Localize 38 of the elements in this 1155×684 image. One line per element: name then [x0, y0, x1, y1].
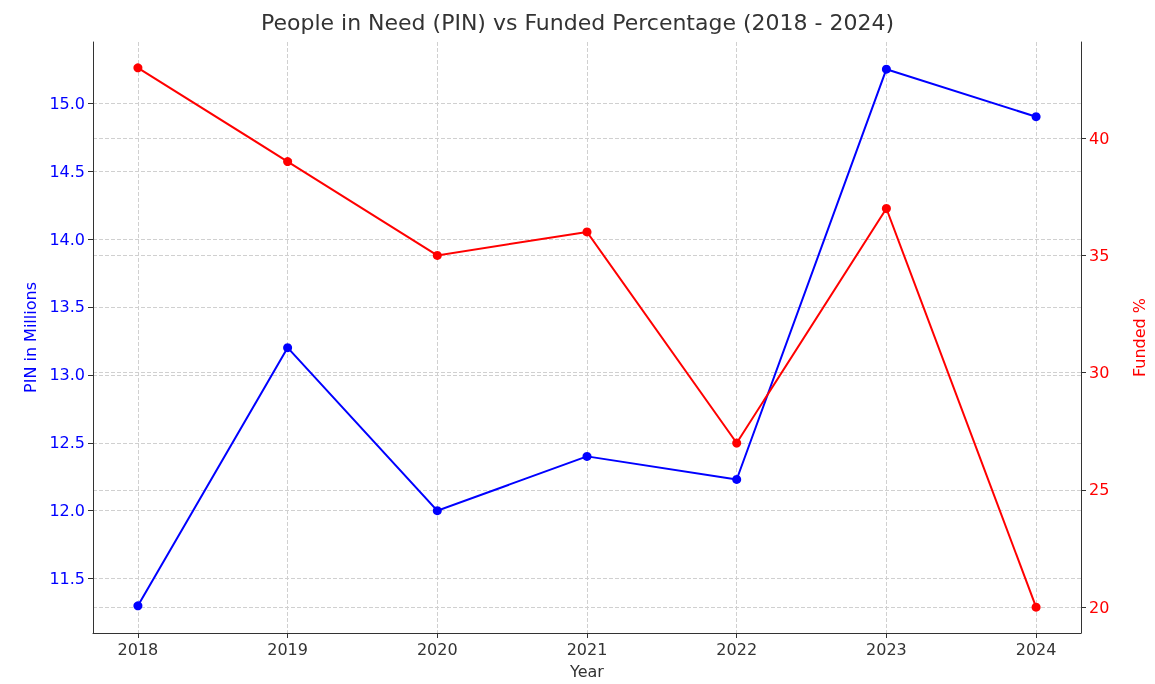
y-tick-label: 13.5 [49, 297, 85, 317]
point [133, 601, 143, 611]
y-tick-label: 13.0 [49, 365, 85, 385]
point [582, 227, 592, 237]
y2-tick-label: 20 [1089, 597, 1110, 617]
point [283, 157, 293, 167]
y-axis-title: PIN in Millions [20, 282, 40, 393]
point [1031, 602, 1041, 612]
point [881, 204, 891, 214]
x-tick-label: 2018 [117, 639, 159, 659]
y-tick-label: 15.0 [49, 93, 85, 113]
y2-tick-label: 35 [1089, 245, 1110, 265]
point [432, 506, 442, 516]
point [732, 474, 742, 484]
x-tick-label: 2024 [1015, 639, 1057, 659]
x-axis-title: Year [569, 661, 605, 681]
y2-tick-label: 40 [1089, 128, 1110, 148]
y-tick-label: 12.0 [49, 501, 85, 521]
x-tick-label: 2019 [267, 639, 308, 659]
x-tick-label: 2020 [416, 639, 458, 659]
point [582, 451, 592, 461]
y-tick-label: 12.5 [49, 433, 85, 453]
y-tick-label: 14.0 [49, 229, 85, 249]
y2-tick-label: 25 [1089, 480, 1110, 500]
point [881, 64, 891, 74]
point [1031, 112, 1041, 122]
x-tick-label: 2021 [566, 639, 608, 659]
y2-tick-label: 30 [1089, 363, 1110, 383]
x-tick-label: 2023 [866, 639, 907, 659]
chart-title: People in Need (PIN) vs Funded Percentage (2018 - 2024) [260, 9, 895, 35]
point [732, 438, 742, 448]
y-tick-label: 11.5 [49, 569, 85, 589]
point [283, 343, 293, 353]
y2-axis-title: Funded % [1129, 297, 1149, 378]
point [432, 250, 442, 260]
point [133, 63, 143, 73]
y-tick-label: 14.5 [49, 161, 85, 181]
x-tick-label: 2022 [716, 639, 758, 659]
